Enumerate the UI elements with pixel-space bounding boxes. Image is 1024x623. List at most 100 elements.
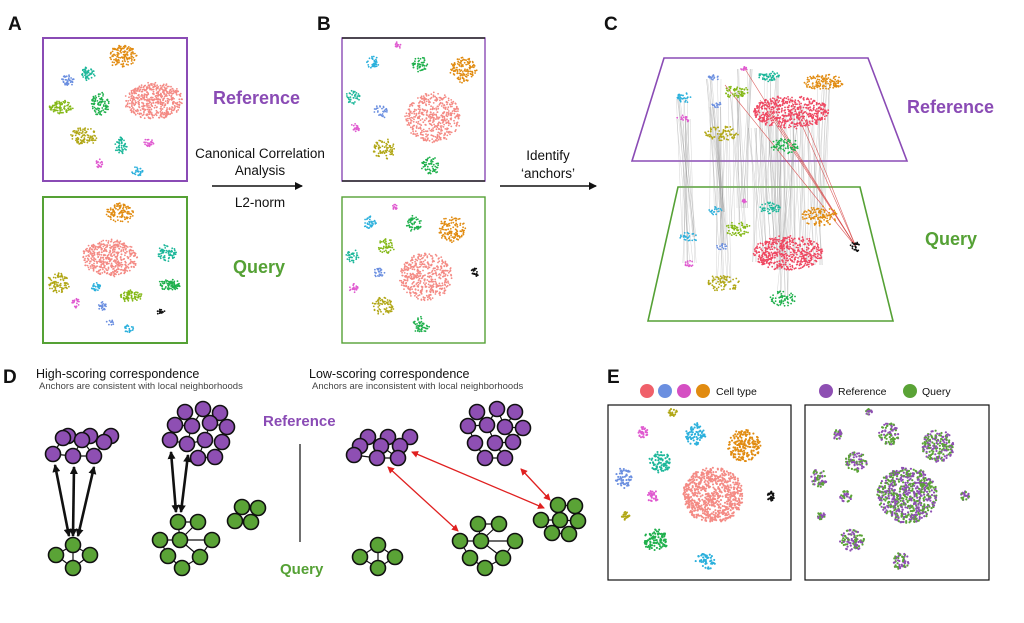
b-qry-cluster-cyan bbox=[363, 215, 377, 230]
low-qry-3-node bbox=[532, 511, 550, 529]
low-ref-2-node bbox=[488, 400, 506, 418]
c-ref-cluster-blue2 bbox=[711, 101, 722, 109]
e-left-cluster-magenta2 bbox=[646, 490, 659, 503]
low-qry-1-node bbox=[369, 536, 387, 554]
high-ref-1-node bbox=[85, 447, 103, 465]
b-qry-cluster-green2 bbox=[412, 315, 430, 333]
e-right-cluster-c7 bbox=[876, 466, 938, 524]
panel-c-reference-clusters bbox=[676, 66, 844, 155]
low-ref-2-node bbox=[514, 419, 532, 437]
low-ref-1-node bbox=[345, 446, 363, 464]
a-ref-cluster-olive bbox=[70, 127, 98, 145]
panel-b-letter: B bbox=[317, 14, 331, 35]
b-ref-cluster-green bbox=[411, 56, 429, 73]
panel-b-query-clusters bbox=[345, 203, 479, 333]
e-left-cluster-salmon bbox=[682, 466, 744, 523]
e-left-cluster-cyan2 bbox=[694, 552, 716, 570]
a-qry-cluster-cyan2 bbox=[124, 324, 135, 334]
panel-a-reference-clusters bbox=[48, 44, 184, 177]
a-ref-cluster-cyan bbox=[131, 166, 144, 177]
b-ref-cluster-blue bbox=[373, 105, 388, 119]
high-qry-1-node bbox=[81, 546, 99, 564]
high-ref-2-node bbox=[218, 418, 236, 436]
b-qry-cluster-yellowgreen bbox=[377, 238, 395, 254]
e-left-cluster-black bbox=[766, 490, 775, 502]
panel-d-graph-nodes bbox=[44, 400, 587, 577]
e-right-cluster-c4 bbox=[921, 429, 955, 463]
high-qry-2-node bbox=[151, 531, 169, 549]
e-right-cluster-c8 bbox=[839, 490, 853, 503]
cca-label-line1: Canonical Correlation bbox=[195, 146, 325, 161]
e-right-cluster-c9 bbox=[960, 490, 971, 501]
b-ref-cluster-olive bbox=[372, 138, 395, 160]
e-right-cluster-c3 bbox=[878, 422, 900, 446]
c-ref-cluster-magenta2 bbox=[676, 114, 690, 123]
panel-c-reference-plane bbox=[630, 57, 909, 162]
legend-swatch-query bbox=[903, 384, 917, 398]
legend-swatch-orange bbox=[696, 384, 710, 398]
low-ref-2-node bbox=[459, 417, 477, 435]
c-qry-cluster-salmon bbox=[752, 235, 824, 271]
high-ref-2-node bbox=[161, 431, 179, 449]
e-right-cluster-c6 bbox=[810, 469, 828, 488]
anchors-arrow-group: Identify ‘anchors’ bbox=[500, 148, 597, 190]
panel-d-anchor-arrows bbox=[52, 451, 551, 537]
e-right-cluster-c11 bbox=[839, 528, 866, 552]
a-qry-cluster-teal bbox=[157, 244, 178, 262]
low-ref-2-node bbox=[476, 449, 494, 467]
anchors-label-line1: Identify bbox=[526, 148, 570, 163]
legend-reference-label: Reference bbox=[838, 386, 887, 398]
c-ref-cluster-olive bbox=[704, 125, 739, 142]
panel-c-letter: C bbox=[604, 14, 618, 35]
anchors-label-line2: ‘anchors’ bbox=[521, 166, 575, 181]
low-scoring-subtitle: Anchors are inconsistent with local neig… bbox=[312, 381, 523, 392]
high-qry-3-node bbox=[242, 513, 260, 531]
low-ref-2-node bbox=[506, 403, 524, 421]
a-qry-cluster-blue bbox=[97, 301, 107, 311]
legend-swatch-magenta bbox=[677, 384, 691, 398]
c-qry-cluster-olive bbox=[707, 275, 740, 292]
low-ref-2-node bbox=[504, 433, 522, 451]
high-qry-2-node bbox=[169, 513, 187, 531]
high-qry-2-node bbox=[189, 513, 207, 531]
anchor-arrow-4 bbox=[167, 451, 180, 513]
high-qry-1-node bbox=[64, 536, 82, 554]
low-qry-2-node bbox=[469, 515, 487, 533]
a-qry-cluster-orange bbox=[105, 202, 135, 223]
b-ref-cluster-magenta2 bbox=[350, 123, 360, 133]
b-ref-cluster-teal bbox=[345, 89, 361, 105]
panel-a-query-label: Query bbox=[233, 257, 285, 277]
panel-b-reference-clusters bbox=[345, 41, 478, 175]
c-qry-cluster-yellowgreen bbox=[725, 221, 751, 237]
anchor-arrow-3 bbox=[75, 466, 97, 537]
c-ref-cluster-yellowgreen bbox=[725, 85, 749, 99]
high-ref-2-node bbox=[206, 448, 224, 466]
c-qry-cluster-green bbox=[769, 290, 796, 307]
a-ref-cluster-teal bbox=[81, 66, 96, 82]
high-qry-2-node bbox=[203, 531, 221, 549]
high-qry-2-node bbox=[191, 548, 209, 566]
b-qry-cluster-magenta bbox=[392, 203, 398, 210]
low-ref-1-node bbox=[368, 449, 386, 467]
c-ref-cluster-salmon bbox=[753, 95, 830, 130]
high-qry-3-node bbox=[226, 512, 244, 530]
a-ref-cluster-yellowgreen bbox=[48, 99, 74, 115]
b-qry-cluster-olive bbox=[371, 296, 395, 315]
panel-a: A Reference Query bbox=[8, 14, 300, 344]
cca-arrow-group: Canonical Correlation Analysis L2-norm bbox=[195, 146, 325, 210]
b-ref-cluster-salmon bbox=[404, 91, 461, 144]
high-ref-2-node bbox=[201, 414, 219, 432]
c-ref-cluster-orange bbox=[803, 73, 844, 90]
panel-e-letter: E bbox=[607, 367, 620, 388]
panel-e-dataset-frame bbox=[804, 404, 990, 581]
a-qry-cluster-blue2 bbox=[105, 319, 115, 326]
c-ref-cluster-blue bbox=[707, 74, 719, 81]
panel-b-query-frame bbox=[341, 196, 486, 344]
a-qry-cluster-cyan bbox=[90, 282, 102, 292]
low-qry-3-node bbox=[569, 512, 587, 530]
low-qry-3-node bbox=[566, 497, 584, 515]
legend-cell-type-label: Cell type bbox=[716, 386, 757, 398]
low-ref-2-node bbox=[486, 434, 504, 452]
panel-c-query-plane bbox=[647, 186, 895, 322]
high-scoring-title: High-scoring correspondence bbox=[36, 367, 199, 381]
